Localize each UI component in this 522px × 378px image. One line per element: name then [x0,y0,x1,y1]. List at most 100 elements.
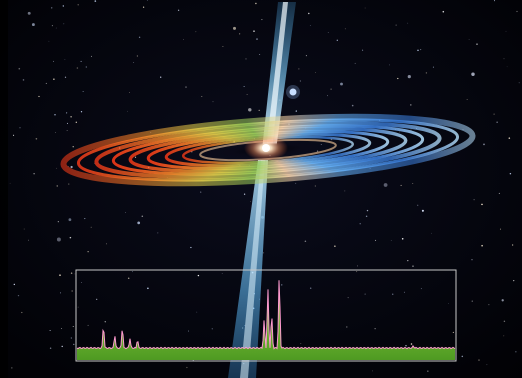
star [38,95,40,98]
star [85,66,87,68]
star [407,74,411,79]
star [503,58,505,60]
spectrum-inset [75,269,457,362]
star [347,297,349,299]
star [344,190,346,192]
star [90,226,92,228]
star [372,370,373,372]
star [245,58,247,60]
star [344,28,346,30]
star [31,23,35,27]
star [68,183,70,185]
star [72,326,74,328]
star [76,67,79,69]
star [412,182,414,185]
left-edge-shadow [0,0,8,378]
star [212,101,214,103]
star [82,90,84,92]
star [157,232,159,234]
star [327,95,328,97]
spectrum-area [77,280,455,360]
star [374,328,376,330]
upper-jet-core [266,2,288,150]
star [22,79,25,81]
star [501,299,504,302]
star [68,218,72,222]
star [232,26,237,30]
star [488,304,490,306]
star [461,355,464,358]
star [420,288,422,290]
star [80,282,82,284]
star [53,78,55,80]
star [256,38,258,40]
star [351,104,354,107]
star [35,138,38,140]
star [281,284,283,286]
star [508,137,511,139]
star [400,184,402,186]
star [448,302,449,304]
star [357,265,359,267]
star [362,49,364,51]
star [366,209,369,212]
star [70,116,72,118]
star [138,36,141,38]
star [186,366,188,369]
star [160,76,162,78]
star [13,283,15,286]
star [45,82,47,84]
star [50,7,53,9]
star [359,223,361,225]
star [96,298,98,300]
star [305,55,307,57]
star [18,67,21,70]
star [74,273,76,275]
star [503,320,506,323]
star [197,274,200,277]
central-core [262,144,270,152]
star [403,291,405,293]
star [84,218,86,220]
star [468,38,470,40]
star [66,130,68,132]
star [129,92,131,94]
star [221,272,223,274]
star [27,239,29,241]
star [80,60,82,62]
star [11,367,13,369]
star [49,347,52,350]
star [80,111,83,113]
star [54,114,56,116]
star [336,39,338,41]
star [364,7,366,9]
star [55,132,56,133]
star [21,311,23,314]
star [476,43,478,45]
star [304,240,307,243]
star [77,4,79,6]
star [471,259,473,261]
star [56,185,58,187]
star [87,324,89,326]
star [309,287,312,289]
star [67,165,69,167]
star [63,23,65,25]
star [421,209,424,212]
star [334,245,336,247]
star [177,9,180,11]
star [69,236,72,239]
star [147,287,149,290]
star [66,112,68,114]
star [239,33,241,35]
star [309,25,311,26]
star [417,49,419,52]
star [258,109,260,112]
star [365,215,368,218]
star [48,40,50,42]
star [375,239,377,241]
star [243,193,246,195]
star [75,121,77,123]
star [432,66,434,68]
